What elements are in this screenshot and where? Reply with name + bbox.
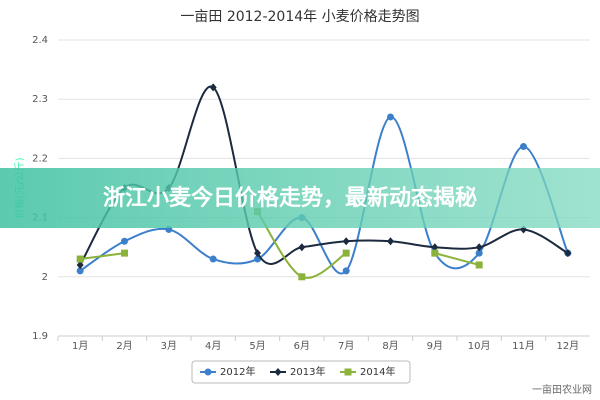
x-tick-label: 10月 xyxy=(468,340,491,352)
legend-item[interactable]: 2014年 xyxy=(340,365,395,378)
x-tick-label: 5月 xyxy=(249,340,265,352)
y-tick-label: 1.9 xyxy=(32,331,48,342)
watermark: 一亩田农业网 xyxy=(532,383,592,396)
point xyxy=(121,249,128,257)
point xyxy=(475,261,483,269)
x-tick-label: 2月 xyxy=(116,340,132,352)
legend-label: 2014年 xyxy=(360,365,395,378)
point xyxy=(298,273,306,281)
x-tick-label: 1月 xyxy=(72,340,88,352)
point xyxy=(564,249,572,258)
point xyxy=(121,237,128,245)
point xyxy=(342,267,350,275)
point xyxy=(520,143,527,151)
legend-label: 2012年 xyxy=(220,365,255,378)
point xyxy=(209,83,217,92)
x-tick-label: 8月 xyxy=(382,340,398,352)
point xyxy=(76,267,84,275)
banner-text: 浙江小麦今日价格走势，最新动态揭秘 xyxy=(103,185,477,211)
legend-label: 2013年 xyxy=(290,365,325,378)
point xyxy=(298,243,306,252)
legend-item[interactable]: 2012年 xyxy=(200,365,255,378)
point xyxy=(76,255,84,263)
point xyxy=(431,243,439,252)
point xyxy=(431,249,439,257)
x-tick-label: 12月 xyxy=(556,340,579,352)
legend-box xyxy=(191,360,411,384)
x-tick-label: 7月 xyxy=(338,340,354,352)
point xyxy=(387,113,394,121)
point xyxy=(76,260,84,269)
banner-bg xyxy=(0,168,600,228)
point xyxy=(475,249,483,257)
point xyxy=(342,249,350,257)
x-tick-label: 9月 xyxy=(427,340,443,352)
point xyxy=(274,368,282,376)
x-tick-label: 4月 xyxy=(205,340,221,352)
chart-title: 一亩田 2012-2014年 小麦价格走势图 xyxy=(180,8,419,25)
y-tick-label: 2.3 xyxy=(32,94,48,105)
y-tick-label: 2 xyxy=(42,272,48,283)
point xyxy=(342,237,350,246)
point xyxy=(387,237,394,246)
y-tick-label: 2.2 xyxy=(32,153,48,164)
x-tick-label: 3月 xyxy=(161,340,177,352)
y-tick-label: 2.4 xyxy=(32,35,48,46)
legend-item[interactable]: 2013年 xyxy=(270,365,325,378)
point xyxy=(209,255,217,263)
point xyxy=(344,368,352,376)
x-tick-label: 11月 xyxy=(512,340,535,352)
point xyxy=(204,368,212,376)
x-tick-label: 6月 xyxy=(294,340,310,352)
point xyxy=(254,249,261,258)
point xyxy=(475,243,483,252)
